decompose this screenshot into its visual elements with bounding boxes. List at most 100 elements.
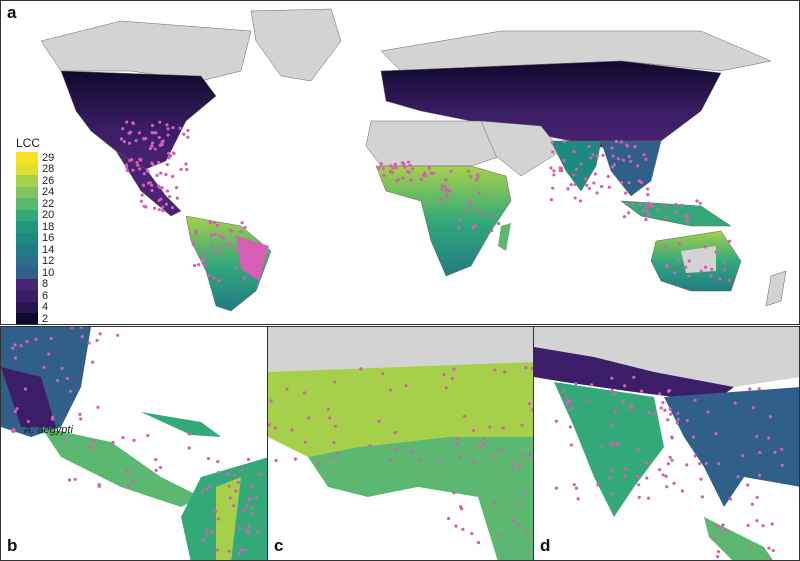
occurrence-point	[767, 436, 771, 440]
occurrence-point	[205, 533, 209, 537]
occurrence-point	[125, 120, 129, 124]
occurrence-point	[124, 165, 129, 169]
occurrence-point	[520, 423, 524, 427]
occurrence-point	[290, 428, 294, 432]
occurrence-point	[693, 454, 697, 458]
occurrence-point	[637, 483, 641, 487]
occurrence-point	[770, 522, 774, 526]
occurrence-point	[146, 181, 151, 185]
west-africa-map	[268, 327, 533, 560]
occurrence-point	[687, 274, 691, 278]
panel-label-d: d	[540, 536, 551, 555]
occurrence-point	[684, 265, 688, 269]
occurrence-point	[242, 276, 246, 280]
occurrence-point	[148, 146, 152, 151]
occurrence-point	[187, 446, 191, 450]
legend-item: 29	[16, 152, 54, 164]
legend-swatch	[16, 152, 38, 164]
panel-label-a: a	[7, 3, 17, 22]
cuba	[141, 412, 221, 437]
occurrence-point	[444, 386, 448, 390]
occurrence-point	[164, 202, 169, 206]
occurrence-point	[676, 417, 680, 421]
occurrence-point	[68, 389, 73, 393]
occurrence-point	[165, 123, 169, 127]
occurrence-point	[610, 491, 614, 495]
occurrence-point	[493, 368, 497, 372]
legend-item: 16	[16, 232, 54, 244]
occurrence-point	[335, 451, 339, 456]
occurrence-point	[661, 473, 665, 477]
occurrence-point	[472, 428, 476, 433]
occurrence-point	[472, 460, 476, 464]
occurrence-point	[558, 169, 562, 173]
central-america-isthmus	[41, 427, 201, 507]
occurrence-point	[615, 442, 619, 446]
occurrence-point	[562, 140, 566, 144]
occurrence-point	[225, 243, 229, 247]
occurrence-point	[616, 157, 621, 161]
occurrence-point	[141, 183, 146, 187]
occurrence-point	[521, 453, 525, 457]
occurrence-point	[247, 252, 251, 256]
occurrence-point	[245, 529, 249, 533]
occurrence-point	[627, 154, 631, 158]
legend-label: 24	[42, 186, 55, 199]
occurrence-point	[164, 172, 168, 177]
occurrence-point	[121, 436, 125, 440]
australia-interior	[681, 246, 716, 273]
occurrence-point	[574, 486, 578, 490]
occurrence-point	[245, 504, 249, 508]
occurrence-point	[569, 183, 573, 187]
mexico-highlands	[1, 367, 56, 427]
occurrence-point	[587, 144, 591, 149]
occurrence-point	[549, 198, 553, 202]
occurrence-point	[160, 186, 164, 190]
occurrence-point	[699, 269, 703, 273]
occurrence-point	[152, 206, 157, 210]
occurrence-point	[303, 391, 307, 395]
occurrence-point	[131, 121, 135, 125]
occurrence-point	[131, 479, 135, 483]
occurrence-point	[67, 478, 71, 482]
occurrence-point	[661, 401, 665, 405]
occurrence-point	[665, 485, 669, 489]
occurrence-point	[576, 497, 580, 501]
occurrence-point	[664, 215, 668, 219]
occurrence-point	[550, 140, 555, 144]
occurrence-point	[243, 548, 247, 552]
occurrence-point	[755, 434, 759, 438]
occurrence-point	[637, 179, 641, 183]
occurrence-point	[406, 169, 410, 174]
occurrence-point	[329, 456, 333, 460]
occurrence-point	[246, 250, 251, 254]
occurrence-point	[680, 203, 684, 207]
occurrence-point	[568, 425, 572, 429]
occurrence-point	[215, 548, 220, 552]
occurrence-point	[127, 141, 132, 145]
occurrence-point	[200, 258, 204, 263]
occurrence-point	[167, 151, 171, 155]
occurrence-point	[233, 248, 237, 253]
occurrence-point	[379, 162, 383, 166]
occurrence-point	[607, 185, 611, 189]
occurrence-point	[230, 229, 234, 233]
occurrence-point	[622, 215, 627, 219]
legend-swatch	[16, 301, 38, 313]
legend-label: 18	[42, 220, 55, 233]
occurrence-point	[780, 463, 784, 467]
occurrence-point	[736, 475, 740, 479]
occurrence-point	[440, 187, 444, 192]
occurrence-point	[419, 177, 423, 182]
occurrence-point	[587, 186, 591, 191]
occurrence-point	[709, 274, 713, 278]
occurrence-point	[49, 336, 53, 341]
occurrence-point	[213, 509, 218, 513]
occurrence-point	[216, 517, 220, 521]
occurrence-point	[610, 376, 614, 380]
gulf-of-guinea	[268, 487, 498, 560]
occurrence-point	[685, 463, 689, 467]
occurrence-point	[664, 244, 668, 248]
occurrence-point	[273, 426, 278, 430]
lcc-legend: LCC 292826242220181614121086420	[16, 136, 55, 324]
